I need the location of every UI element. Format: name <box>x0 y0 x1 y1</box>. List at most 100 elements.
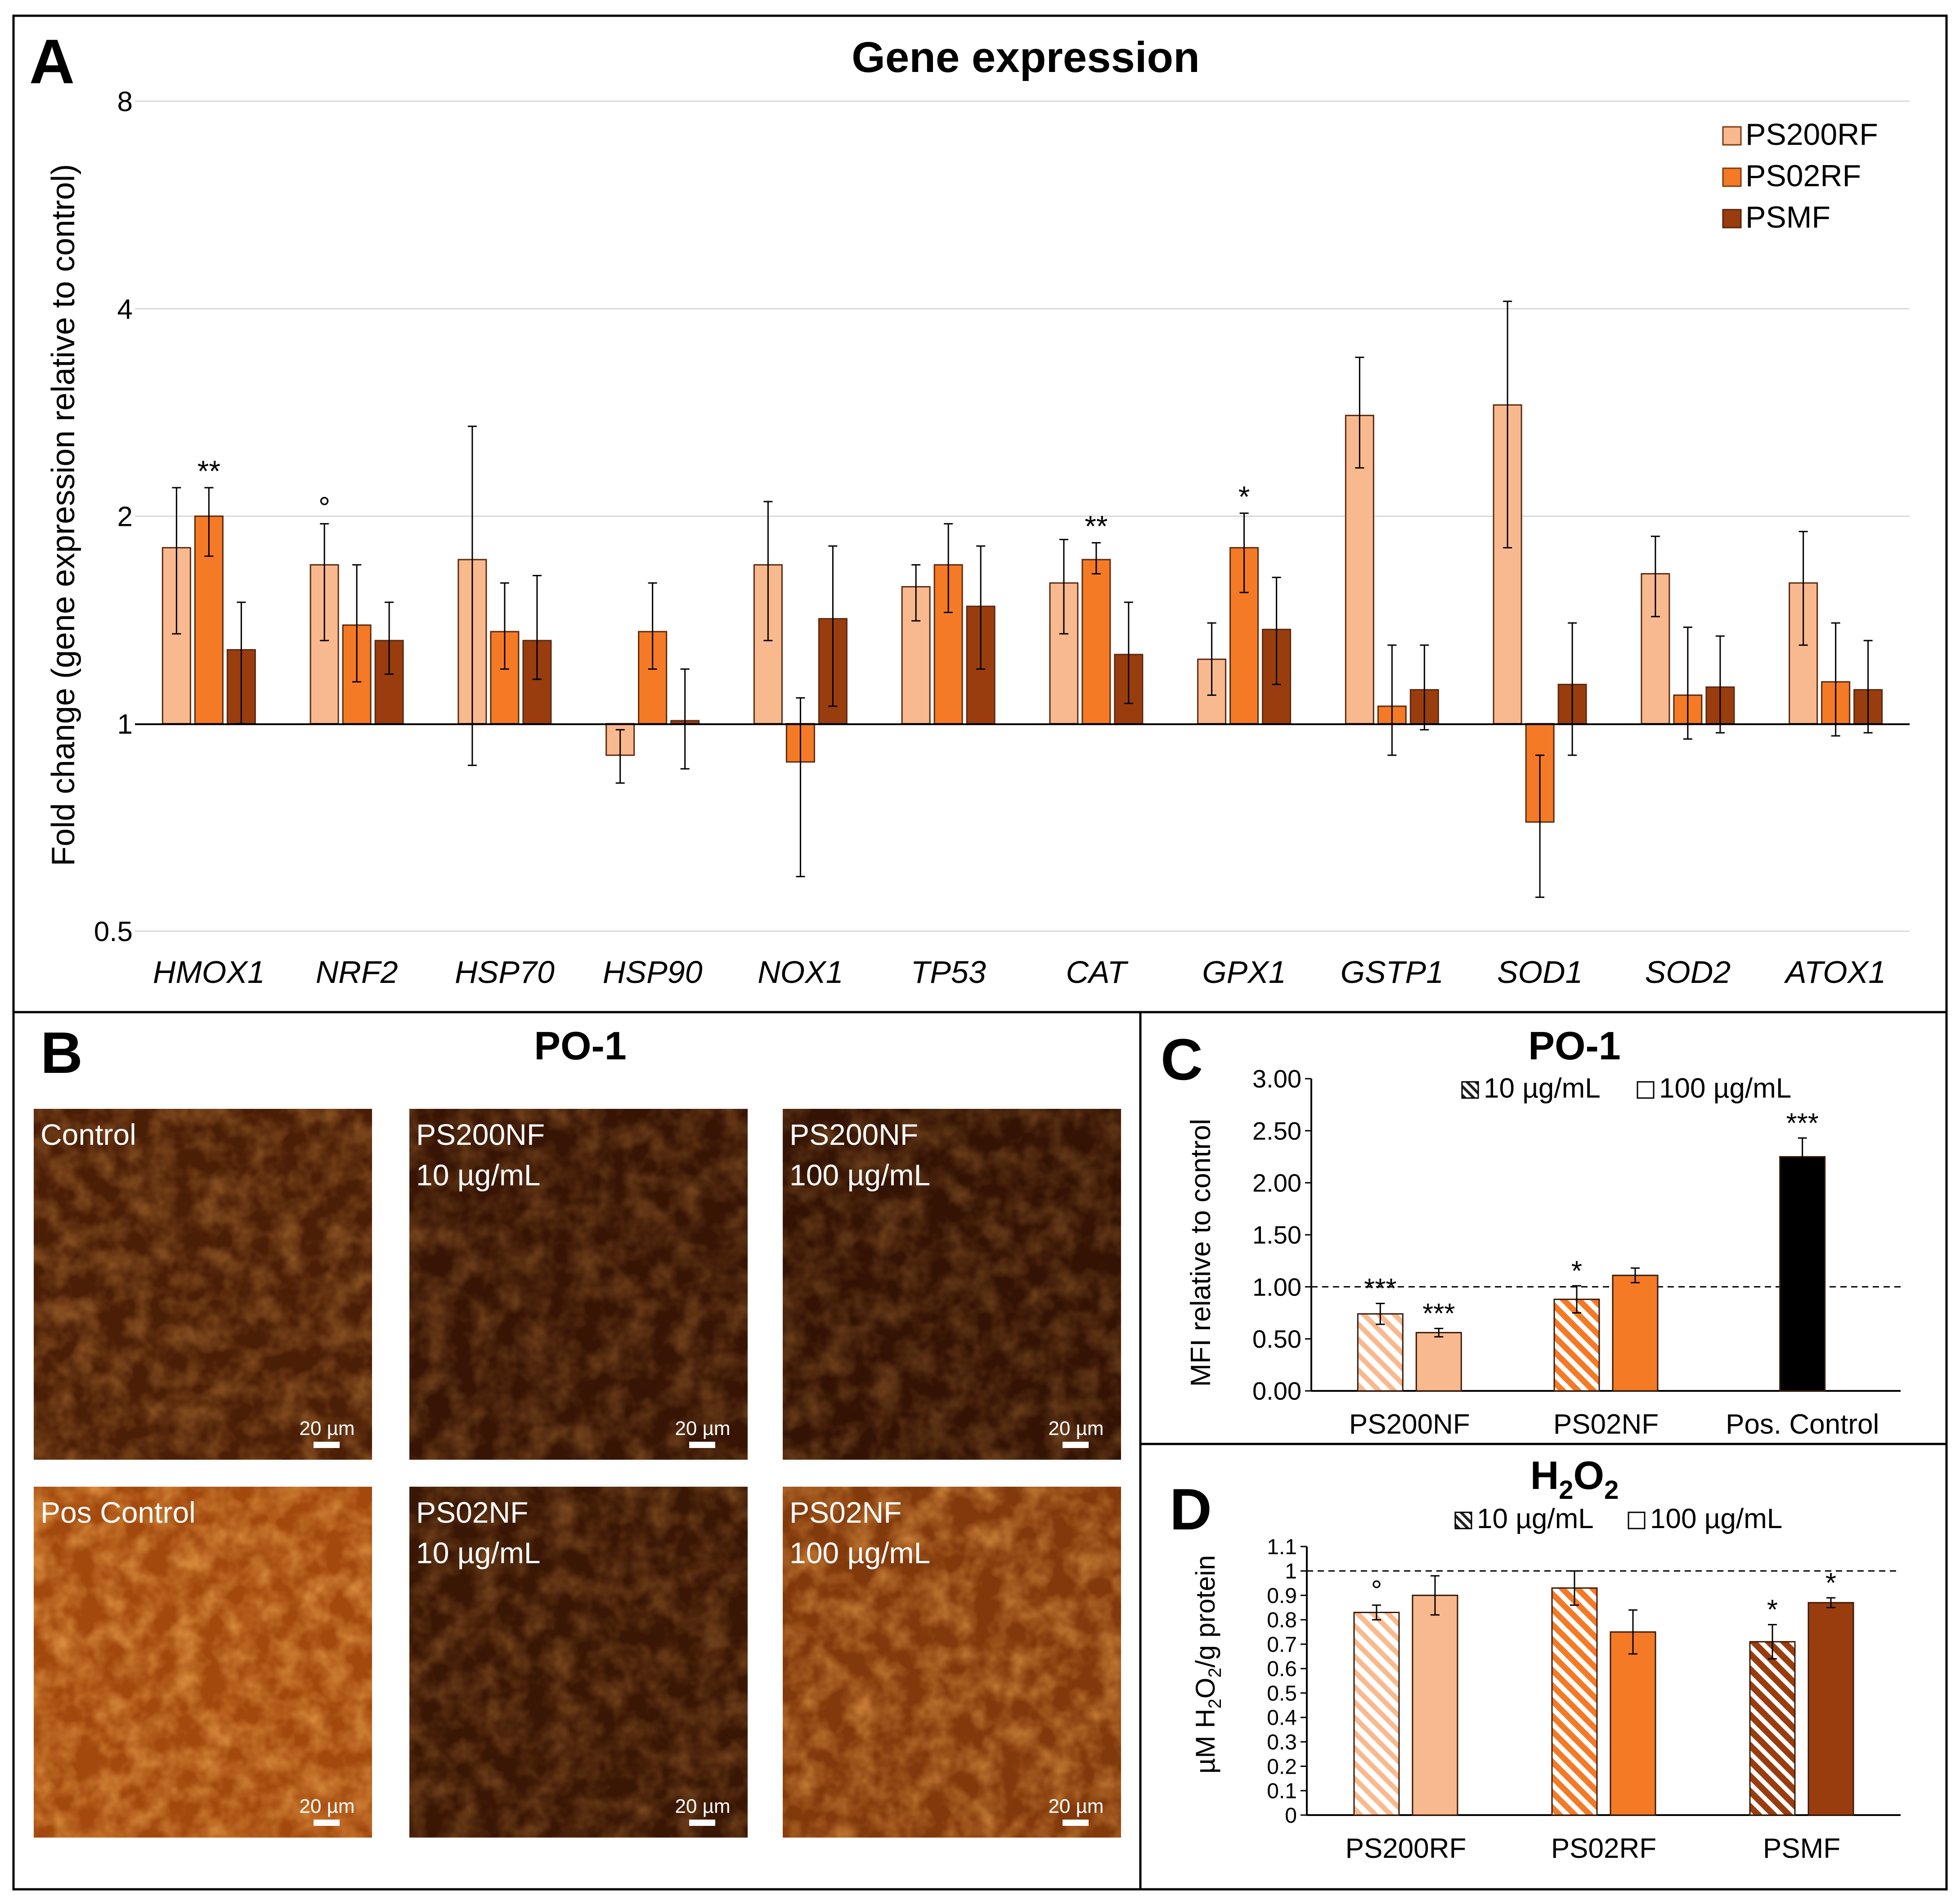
legend-psmf-label: PSMF <box>1745 200 1830 234</box>
panel-c-bars: ********** <box>1357 1108 1826 1392</box>
micrograph-ps02nf-100-g-ml-dose-label: 100 µg/mL <box>789 1536 930 1569</box>
panel-d-bar-ps02rf-10 <box>1551 1587 1598 1816</box>
panel-a-gridlines <box>135 100 1910 932</box>
micrograph-ps02nf-10-g-ml-texture <box>409 1487 748 1838</box>
error-bar-ps200rf-tp53 <box>911 564 921 622</box>
panel-d-legend-100: 100 µg/mL <box>1650 1503 1782 1534</box>
y-tick-4: 4 <box>117 294 133 325</box>
panel-a-y-axis-label: Fold change (gene expression relative to… <box>45 164 81 866</box>
error-bar-ps200rf-sod2 <box>1651 535 1660 618</box>
panel-d-letter: D <box>1170 1476 1212 1542</box>
error-bar-ps02rf-gpx1 <box>1239 512 1249 593</box>
micrograph-pos-control-scale-label: 20 µm <box>299 1795 354 1817</box>
panel-d-y-tick-0-5: 0.5 <box>1267 1681 1297 1705</box>
error-bar-ps02rf-atox1 <box>1831 622 1840 737</box>
panel-c-category-pos-control: Pos. Control <box>1726 1409 1879 1440</box>
error-bar-ps200rf-atox1 <box>1799 531 1808 646</box>
panel-c-bar-ps02nf-100-error-bar <box>1631 1267 1640 1283</box>
legend-ps200rf-label: PS200RF <box>1745 117 1878 152</box>
panel-c-title: PO-1 <box>1528 1023 1620 1068</box>
panel-d-y-tick-0-7: 0.7 <box>1267 1633 1297 1657</box>
panel-d-title-sub1: 2 <box>1559 1475 1573 1505</box>
panel-d-y-tick-0-6: 0.6 <box>1267 1657 1297 1681</box>
panel-b-image-grid: Control 20 µm PS200NF 10 µg/mL 20 µm PS200NF 1… <box>34 1109 1121 1838</box>
panel-d-bar-psmf-100 <box>1808 1602 1854 1816</box>
error-bar-psmf-sod1 <box>1568 622 1577 756</box>
panel-d-ylabel-sub2: 2 <box>1205 1668 1225 1677</box>
panel-d-legend-10: 10 µg/mL <box>1477 1503 1594 1534</box>
error-bar-ps02rf-sod1 <box>1535 754 1545 898</box>
micrograph-ps200nf-10-g-ml: PS200NF 10 µg/mL 20 µm <box>409 1109 748 1460</box>
error-bar-psmf-cat <box>1124 601 1133 704</box>
panel-d-y-tick-1-1: 1.1 <box>1267 1535 1297 1559</box>
panel-c-bar-ps200nf-100-error-bar <box>1434 1327 1444 1338</box>
panel-d-legend-hatched-swatch <box>1454 1511 1472 1529</box>
panel-d-y-tick-0-4: 0.4 <box>1267 1706 1297 1730</box>
significance-ps02rf-gpx1: * <box>1238 480 1250 513</box>
micrograph-control-texture <box>34 1109 372 1460</box>
panel-a-error-bars <box>172 300 1873 898</box>
panel-d-bar-psmf-10-significance: * <box>1767 1595 1778 1626</box>
panel-d-y-tick-0: 0 <box>1285 1804 1297 1828</box>
micrograph-ps02nf-10-g-ml-label: PS02NF <box>416 1496 528 1529</box>
panel-d-ylabel-pre: µM H <box>1190 1708 1220 1774</box>
panel-c-bar-pos-control-100 <box>1779 1156 1826 1392</box>
legend-ps200rf-swatch <box>1722 126 1742 146</box>
panel-d-bar-psmf-100-error-bar <box>1826 1597 1835 1609</box>
panel-c-y-tick-0-00: 0.00 <box>1252 1377 1301 1405</box>
error-bar-ps02rf-gstp1 <box>1387 644 1397 756</box>
error-bar-psmf-nox1 <box>828 545 838 707</box>
panel-c-y-tick-1-50: 1.50 <box>1252 1221 1301 1249</box>
panel-c-category-ps02nf: PS02NF <box>1553 1409 1659 1440</box>
significance-ps200rf-nrf2: ° <box>318 490 330 524</box>
micrograph-ps200nf-100-g-ml-scale-label: 20 µm <box>1048 1417 1103 1439</box>
panel-d-h2o2-chart: D H2O2 10 µg/mL 100 µg/mL µM H2O2/g prot… <box>1170 1453 1901 1864</box>
panel-d-y-tick-1: 1 <box>1285 1560 1297 1583</box>
category-hsp90: HSP90 <box>603 955 703 990</box>
error-bar-ps200rf-cat <box>1059 538 1068 635</box>
error-bar-ps200rf-sod1 <box>1503 300 1512 549</box>
panel-d-bar-ps200rf-100-error-bar <box>1431 1575 1440 1616</box>
error-bar-ps02rf-sod2 <box>1683 626 1692 740</box>
panel-b-letter: B <box>40 1020 83 1085</box>
legend-ps02rf: PS02RF <box>1722 159 1861 193</box>
micrograph-ps200nf-100-g-ml: PS200NF 100 µg/mL 20 µm <box>783 1109 1121 1460</box>
legend-psmf: PSMF <box>1722 200 1830 234</box>
panel-d-title-sub2: 2 <box>1604 1475 1619 1505</box>
error-bar-ps200rf-hmox1 <box>172 487 181 635</box>
significance-ps02rf-cat: ** <box>1085 510 1108 543</box>
panel-d-bar-ps200rf-100 <box>1412 1595 1458 1816</box>
error-bar-psmf-atox1 <box>1863 640 1873 734</box>
error-bar-psmf-tp53 <box>976 545 986 670</box>
panel-c-legend: 10 µg/mL 100 µg/mL <box>1461 1073 1791 1104</box>
panel-d-category-ps02rf: PS02RF <box>1551 1833 1656 1864</box>
panel-d-legend: 10 µg/mL 100 µg/mL <box>1454 1503 1782 1534</box>
legend-ps02rf-label: PS02RF <box>1745 159 1861 193</box>
legend-psmf-swatch <box>1722 209 1742 229</box>
y-tick-1: 1 <box>117 709 133 740</box>
panel-d-bar-psmf-10-error-bar <box>1768 1624 1777 1660</box>
panel-c-bar-ps02nf-10-significance: * <box>1571 1255 1582 1287</box>
panel-d-bar-ps02rf-10-error-bar <box>1570 1570 1579 1606</box>
micrograph-ps200nf-10-g-ml-texture <box>409 1109 748 1460</box>
error-bar-psmf-sod2 <box>1715 635 1725 734</box>
panel-d-legend-solid-swatch <box>1628 1511 1646 1529</box>
y-tick-8: 8 <box>117 86 133 117</box>
panel-c-bar-ps200nf-10 <box>1357 1313 1404 1392</box>
panel-d-ylabel-sub1: 2 <box>1205 1699 1225 1708</box>
panel-d-y-tick-0-1: 0.1 <box>1267 1780 1297 1803</box>
error-bar-ps02rf-hsp70 <box>500 582 509 670</box>
panel-c-category-ps200nf: PS200NF <box>1349 1409 1470 1440</box>
panel-c-letter: C <box>1161 1027 1203 1092</box>
micrograph-pos-control: Pos Control 20 µm <box>34 1487 372 1838</box>
panel-c-y-tick-3-00: 3.00 <box>1252 1065 1301 1093</box>
error-bar-ps02rf-cat <box>1091 542 1101 575</box>
panel-c-y-axis-label: MFI relative to control <box>1185 1119 1216 1387</box>
panel-d-ylabel-o: O <box>1190 1677 1220 1699</box>
category-gpx1: GPX1 <box>1202 955 1286 990</box>
category-cat: CAT <box>1066 955 1128 990</box>
panel-c-bar-ps200nf-100 <box>1415 1332 1462 1392</box>
error-bar-ps200rf-gstp1 <box>1355 356 1364 469</box>
error-bar-ps200rf-hsp70 <box>467 426 477 766</box>
